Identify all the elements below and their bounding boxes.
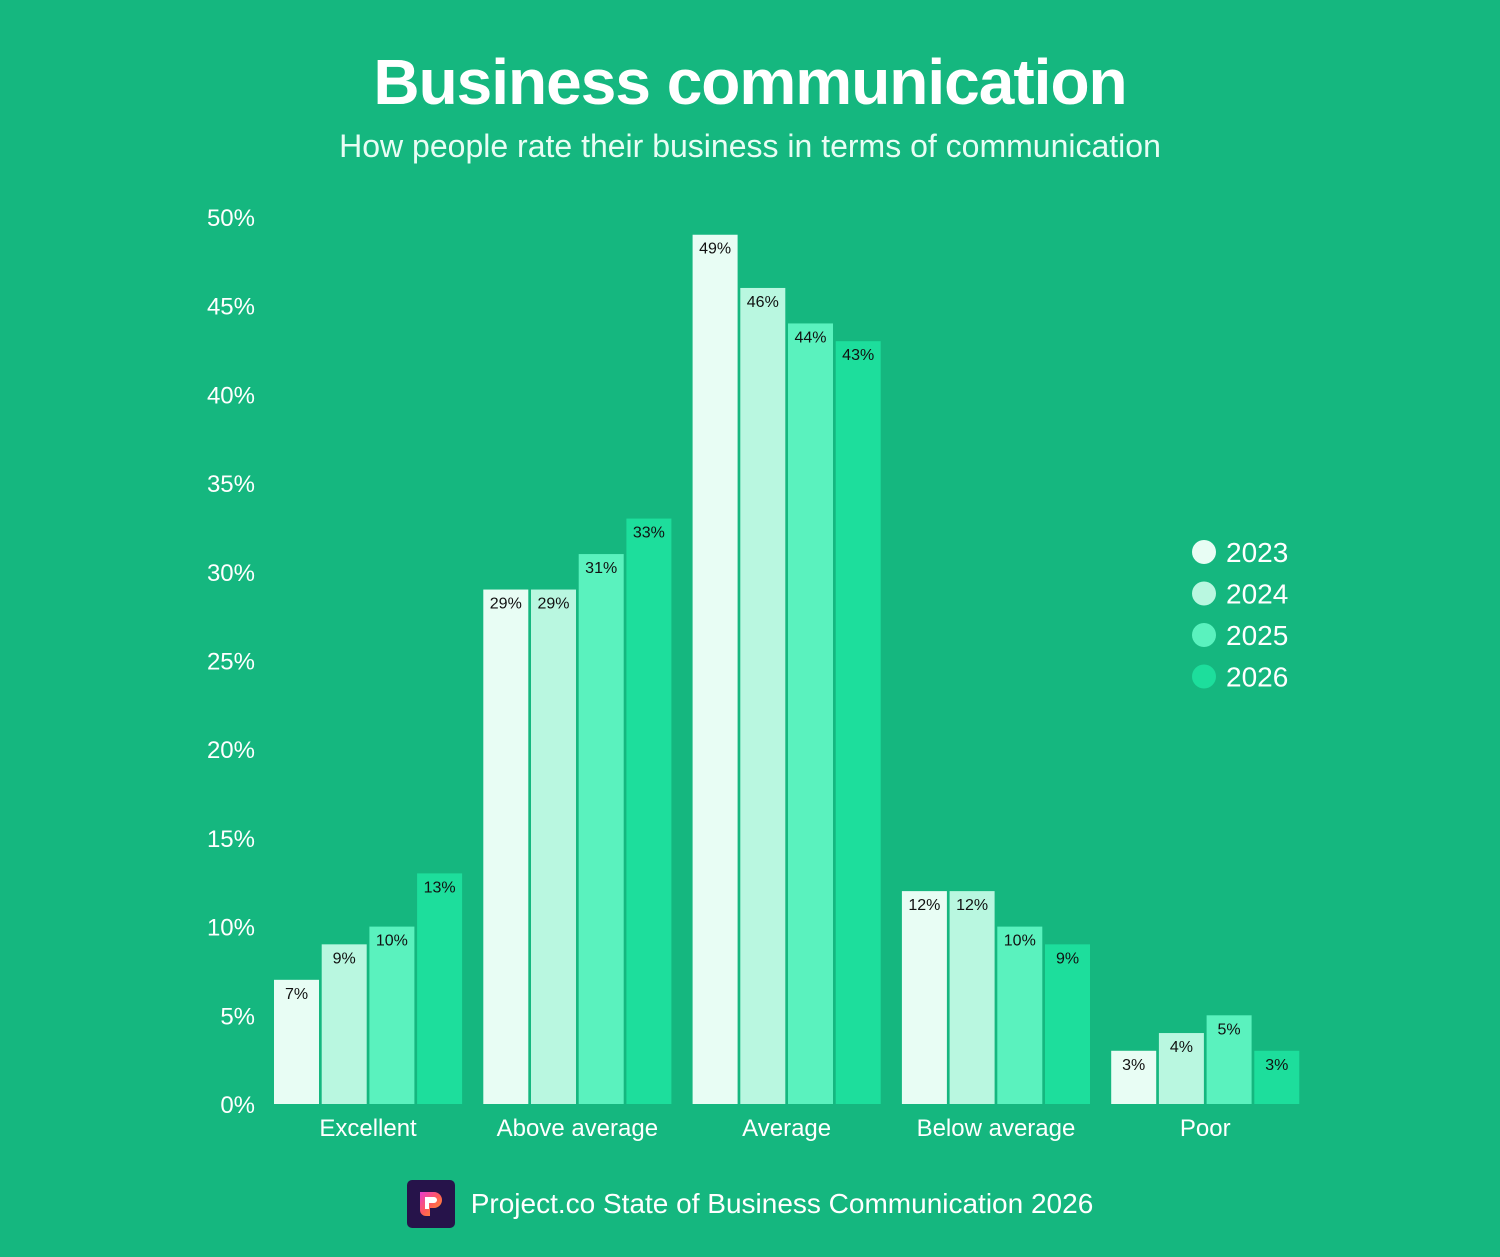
y-tick-label: 10%: [207, 915, 255, 942]
source-text: Project.co State of Business Communicati…: [470, 1188, 1094, 1219]
legend-label: 2023: [1226, 537, 1288, 568]
legend-label: 2026: [1226, 662, 1288, 693]
data-label: 7%: [285, 986, 308, 1003]
bar-2023: [274, 979, 319, 1104]
bar-2026: [1045, 944, 1090, 1104]
data-label: 3%: [1265, 1057, 1288, 1074]
data-label: 31%: [585, 560, 617, 577]
y-tick-label: 15%: [207, 826, 255, 853]
data-label: 10%: [1004, 933, 1036, 950]
data-label: 12%: [956, 897, 988, 914]
data-label: 46%: [747, 294, 779, 311]
legend-marker-2024: [1192, 581, 1216, 606]
y-tick-label: 30%: [207, 560, 255, 587]
data-label: 43%: [842, 347, 874, 364]
bar-2025: [369, 926, 415, 1104]
bar-2026: [417, 873, 463, 1104]
bar-2023: [1111, 1050, 1157, 1104]
x-tick-label: Excellent: [319, 1115, 417, 1142]
chart-subtitle: How people rate their business in terms …: [339, 128, 1161, 164]
project-co-logo-icon: [406, 1180, 455, 1228]
legend-marker-2026: [1192, 664, 1216, 689]
y-tick-label: 40%: [207, 382, 255, 409]
y-tick-label: 25%: [207, 649, 255, 676]
bar-2023: [483, 589, 529, 1104]
bar-2025: [1206, 1015, 1252, 1104]
legend-marker-2025: [1192, 623, 1216, 647]
bar-2024: [321, 944, 367, 1104]
bar-2025: [997, 926, 1043, 1104]
x-tick-label: Above average: [497, 1115, 658, 1142]
legend-marker-2023: [1192, 540, 1216, 564]
data-label: 10%: [376, 933, 408, 950]
data-label: 49%: [699, 241, 731, 258]
bar-2024: [1158, 1033, 1204, 1104]
data-label: 13%: [424, 879, 456, 896]
x-tick-label: Below average: [917, 1115, 1076, 1142]
y-tick-label: 45%: [207, 294, 255, 321]
data-label: 33%: [633, 525, 665, 542]
y-tick-label: 20%: [207, 737, 255, 764]
y-tick-label: 50%: [207, 205, 255, 232]
bar-2025: [578, 554, 624, 1104]
y-tick-label: 0%: [220, 1092, 255, 1119]
bar-2024: [740, 287, 786, 1105]
data-label: 29%: [490, 596, 522, 613]
data-label: 4%: [1170, 1039, 1193, 1056]
data-label: 9%: [333, 950, 356, 967]
bar-2026: [626, 518, 672, 1104]
bar-2023: [901, 891, 947, 1104]
legend-label: 2025: [1226, 620, 1288, 651]
bar-2026: [835, 341, 881, 1104]
x-tick-label: Average: [742, 1115, 831, 1142]
bar-2024: [949, 891, 995, 1104]
bar-2023: [692, 234, 738, 1105]
bar-2025: [788, 323, 833, 1104]
footer: Project.co State of Business Communicati…: [0, 1180, 1500, 1228]
data-label: 29%: [537, 596, 569, 613]
data-label: 3%: [1122, 1057, 1145, 1074]
data-label: 5%: [1218, 1021, 1241, 1038]
legend-label: 2024: [1226, 579, 1288, 610]
y-tick-label: 5%: [220, 1003, 255, 1030]
bar-2024: [531, 589, 576, 1104]
data-label: 9%: [1056, 950, 1079, 967]
data-label: 44%: [794, 329, 826, 346]
data-label: 12%: [908, 897, 940, 914]
x-tick-label: Poor: [1180, 1115, 1231, 1142]
y-tick-label: 35%: [207, 471, 255, 498]
bar-2026: [1254, 1050, 1300, 1104]
chart-title: Business communication: [373, 46, 1127, 118]
